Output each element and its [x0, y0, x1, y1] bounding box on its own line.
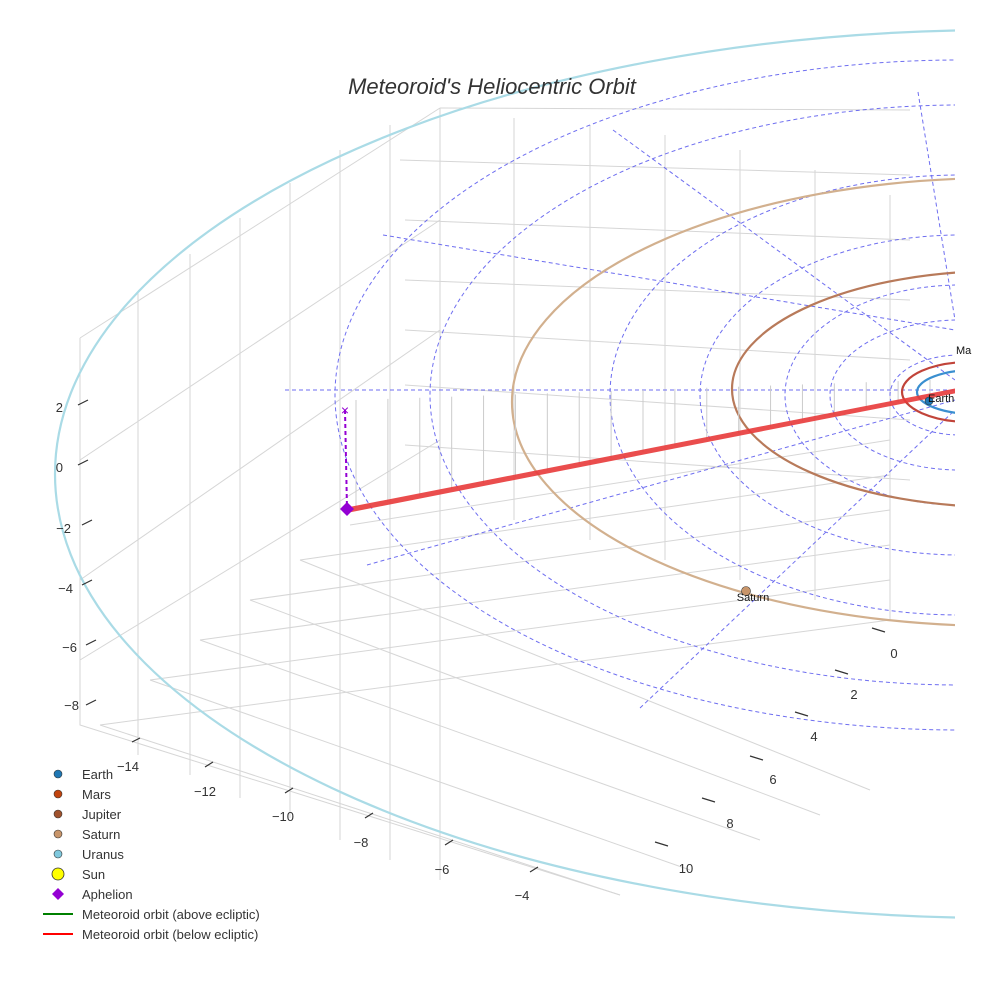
legend-item[interactable]: Mars: [36, 784, 260, 804]
legend-label: Meteoroid orbit (above ecliptic): [82, 906, 260, 922]
tick-marks: [77, 399, 886, 873]
y-tick: 2: [850, 687, 857, 702]
legend-label: Aphelion: [82, 886, 133, 902]
legend-label: Sun: [82, 866, 106, 882]
legend: Earth Mars Jupiter Saturn Uranus Sun Aphelion M…: [36, 764, 260, 944]
aphelion-dropline: [344, 409, 348, 510]
legend-item[interactable]: Jupiter: [36, 804, 260, 824]
z-tick: −4: [58, 581, 73, 596]
legend-symbol: [36, 804, 80, 824]
chart-title: Meteoroid's Heliocentric Orbit: [348, 74, 636, 99]
legend-symbol: [36, 904, 80, 924]
earth-orbit: [915, 370, 955, 414]
legend-item[interactable]: Aphelion: [36, 884, 260, 904]
aphelion-projection-marker: ×: [341, 402, 349, 418]
z-tick: 0: [56, 460, 63, 475]
y-tick: 10: [679, 861, 693, 876]
x-tick: −8: [354, 835, 369, 850]
legend-symbol: [36, 844, 80, 864]
saturn-marker[interactable]: [741, 586, 751, 596]
jupiter-orbit: [730, 271, 955, 507]
legend-label: Mars: [82, 786, 111, 802]
mars-orbit: [900, 361, 955, 423]
mars-label: Ma: [956, 345, 972, 357]
legend-item[interactable]: Saturn: [36, 824, 260, 844]
y-tick: 0: [890, 646, 897, 661]
saturn-label: Saturn: [737, 592, 769, 604]
legend-item[interactable]: Sun: [36, 864, 260, 884]
x-tick: −14: [117, 759, 139, 774]
legend-symbol: [36, 884, 80, 904]
legend-symbol: [36, 924, 80, 944]
earth-marker[interactable]: [924, 396, 934, 406]
x-axis-ticks: −14 −12 −10 −8 −6 −4: [117, 759, 529, 903]
x-tick: −6: [435, 862, 450, 877]
z-tick: −2: [56, 521, 71, 536]
legend-symbol: [36, 764, 80, 784]
aphelion-marker[interactable]: [340, 502, 354, 516]
ecliptic-guides: [285, 59, 955, 731]
x-tick: −4: [515, 888, 530, 903]
legend-symbol: [36, 824, 80, 844]
legend-item[interactable]: Uranus: [36, 844, 260, 864]
grid-floor: [99, 439, 891, 896]
legend-label: Saturn: [82, 826, 121, 842]
saturn-orbit: [511, 177, 955, 627]
legend-symbol: [36, 784, 80, 804]
x-tick: −12: [194, 784, 216, 799]
meteoroid-orbit-below: [343, 388, 955, 513]
z-tick: −8: [64, 698, 79, 713]
legend-label: Meteoroid orbit (below ecliptic): [82, 926, 259, 942]
x-tick: −10: [272, 809, 294, 824]
y-axis-ticks: 0 2 4 6 8 10: [679, 646, 898, 876]
legend-label: Uranus: [82, 846, 124, 862]
legend-label: Jupiter: [82, 806, 122, 822]
y-tick: 6: [769, 772, 776, 787]
legend-item[interactable]: Earth: [36, 764, 260, 784]
z-tick: 2: [56, 400, 63, 415]
legend-label: Earth: [82, 766, 114, 782]
y-tick: 4: [810, 729, 817, 744]
orbit-drop-lines: [355, 380, 931, 508]
z-axis-ticks: 2 0 −2 −4 −6 −8: [56, 400, 79, 713]
z-tick: −6: [62, 640, 77, 655]
legend-symbol: [36, 864, 80, 884]
y-tick: 8: [726, 816, 733, 831]
grid-back-wall: [79, 107, 911, 896]
legend-item[interactable]: Meteoroid orbit (below ecliptic): [36, 924, 260, 944]
legend-item[interactable]: Meteoroid orbit (above ecliptic): [36, 904, 260, 924]
uranus-orbit: [54, 29, 955, 919]
earth-label: Earth: [928, 393, 954, 405]
